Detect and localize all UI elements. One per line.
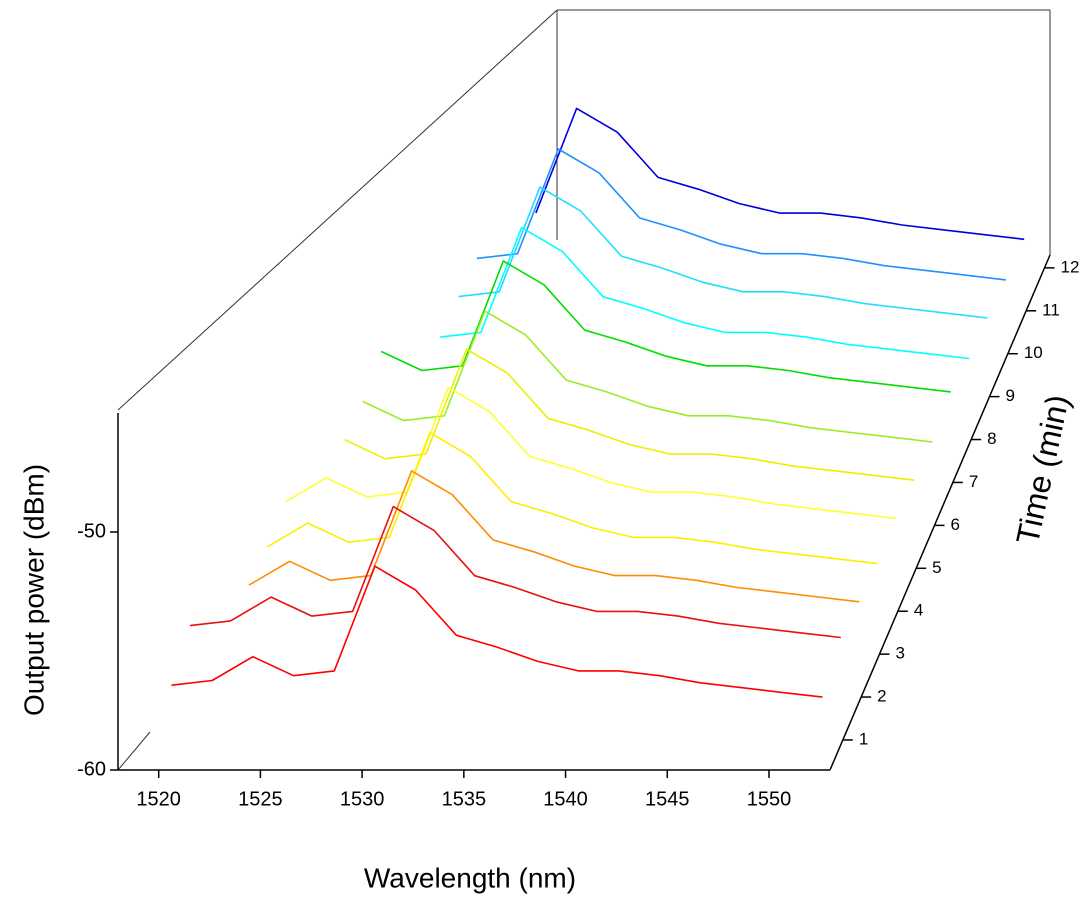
x-tick-label: 1530 [340,788,385,810]
z-axis-title: Time (min) [1009,392,1076,548]
x-tick-label: 1525 [238,788,283,810]
y-tick-label: -60 [77,758,106,780]
spectrum-line [440,226,970,360]
box-edge [117,731,151,771]
z-tick-label: 8 [987,429,996,448]
z-tick-label: 9 [1006,386,1015,405]
z-tick-label: 10 [1024,343,1043,362]
x-tick-label: 1545 [645,788,690,810]
spectrum-line [285,386,896,520]
z-tick-label: 5 [932,558,941,577]
z-tick-label: 2 [877,687,886,706]
z-tick-label: 7 [969,472,978,491]
spectrum-line [362,310,933,443]
x-tick-label: 1520 [136,788,181,810]
box-edge [117,9,558,411]
spectrum-line [344,348,915,481]
z-tick-label: 4 [914,601,923,620]
y-axis-title: Output power (dBm) [18,464,49,716]
x-tick-label: 1540 [543,788,588,810]
spectrum-line [476,148,1006,281]
spectrum-line [266,431,878,565]
z-axis [829,254,1051,771]
z-tick-label: 6 [951,515,960,534]
x-axis-title: Wavelength (nm) [364,862,576,893]
x-tick-label: 1550 [747,788,792,810]
z-tick-label: 1 [859,729,868,748]
spectrum-line [380,260,951,393]
z-tick-label: 11 [1042,300,1060,319]
spectrum-line [458,186,988,319]
z-tick-label: 3 [896,644,905,663]
y-tick-label: -50 [77,520,106,542]
z-tick-label: 12 [1061,257,1080,276]
spectrum-line [248,470,860,603]
spectrum-line [171,565,823,698]
x-tick-label: 1535 [442,788,487,810]
spectrum-line [535,107,1025,241]
spectrum-line [189,505,841,639]
